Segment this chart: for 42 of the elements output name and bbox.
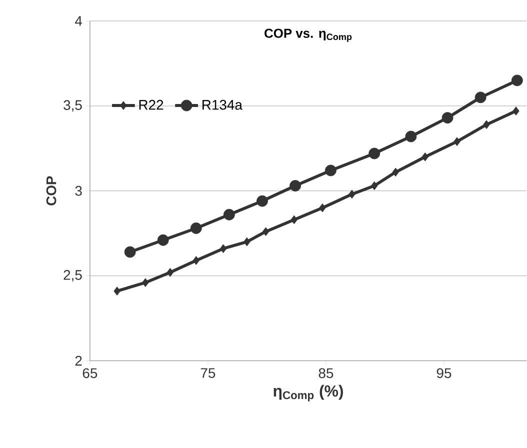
point	[262, 227, 270, 236]
point	[114, 286, 120, 296]
point	[511, 74, 523, 86]
y-tick-label: 2	[75, 356, 82, 366]
point	[157, 234, 169, 246]
point	[220, 244, 227, 254]
point	[244, 238, 250, 246]
point	[290, 215, 298, 224]
point	[124, 246, 136, 258]
y-tick-label: 2,5	[64, 270, 82, 282]
point	[348, 190, 356, 199]
point	[442, 112, 454, 124]
y-axis-title: COP	[46, 176, 56, 206]
point	[190, 222, 202, 234]
point	[422, 152, 428, 162]
point	[474, 92, 486, 104]
point	[324, 164, 336, 176]
point	[512, 106, 520, 116]
x-tick-label: 65	[82, 368, 98, 378]
x-tick-label: 75	[200, 368, 216, 378]
legend-label: R22	[139, 100, 164, 110]
point	[483, 120, 490, 130]
y-tick-label: 4	[74, 16, 82, 26]
y-tick-label: 3,5	[64, 100, 82, 112]
point	[166, 268, 174, 277]
point	[370, 181, 378, 190]
point	[192, 256, 200, 266]
x-axis-title: η$_{Comp}$ (%)	[274, 385, 343, 402]
text: COP vs. η$_{Comp}$	[264, 28, 352, 42]
point	[319, 204, 326, 212]
point	[405, 130, 417, 142]
point	[368, 148, 380, 160]
x-tick-label: 95	[436, 368, 452, 378]
point	[392, 168, 399, 177]
legend-label: R134a	[202, 100, 242, 110]
point	[142, 278, 149, 288]
x-tick-label: 85	[318, 368, 334, 378]
point	[223, 209, 235, 221]
point	[290, 180, 302, 192]
point	[454, 137, 460, 146]
point	[256, 195, 268, 207]
y-tick-label: 3	[75, 186, 82, 196]
